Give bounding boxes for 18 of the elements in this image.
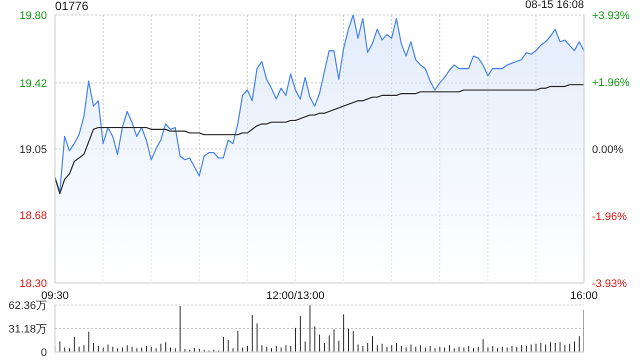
- chart-title: 01776: [55, 0, 88, 13]
- y-tick-label: 19.05: [19, 144, 47, 156]
- y2-tick-label: 0.00%: [592, 144, 624, 156]
- y2-tick-label: -3.93%: [592, 278, 628, 290]
- y2-tick-label: +1.96%: [592, 77, 630, 90]
- text: 08-15 16:08: [525, 0, 584, 11]
- y-tick-label: 19.80: [19, 10, 47, 22]
- y-tick-label: 31.18万: [8, 324, 47, 336]
- y2-tick-label: +3.93%: [592, 10, 630, 22]
- y-tick-label: 62.36万: [8, 300, 47, 312]
- y2-tick-label: -1.96%: [592, 210, 628, 223]
- y-tick-label: 18.68: [19, 210, 47, 222]
- x-tick-label: 16:00: [570, 290, 598, 302]
- x-tick-label: 09:30: [41, 290, 69, 302]
- y-tick-label: 18.30: [19, 278, 47, 290]
- x-tick-label: 12:00/13:00: [266, 290, 325, 302]
- y-tick-label: 19.42: [19, 78, 47, 90]
- y-tick-label: 0: [40, 347, 47, 359]
